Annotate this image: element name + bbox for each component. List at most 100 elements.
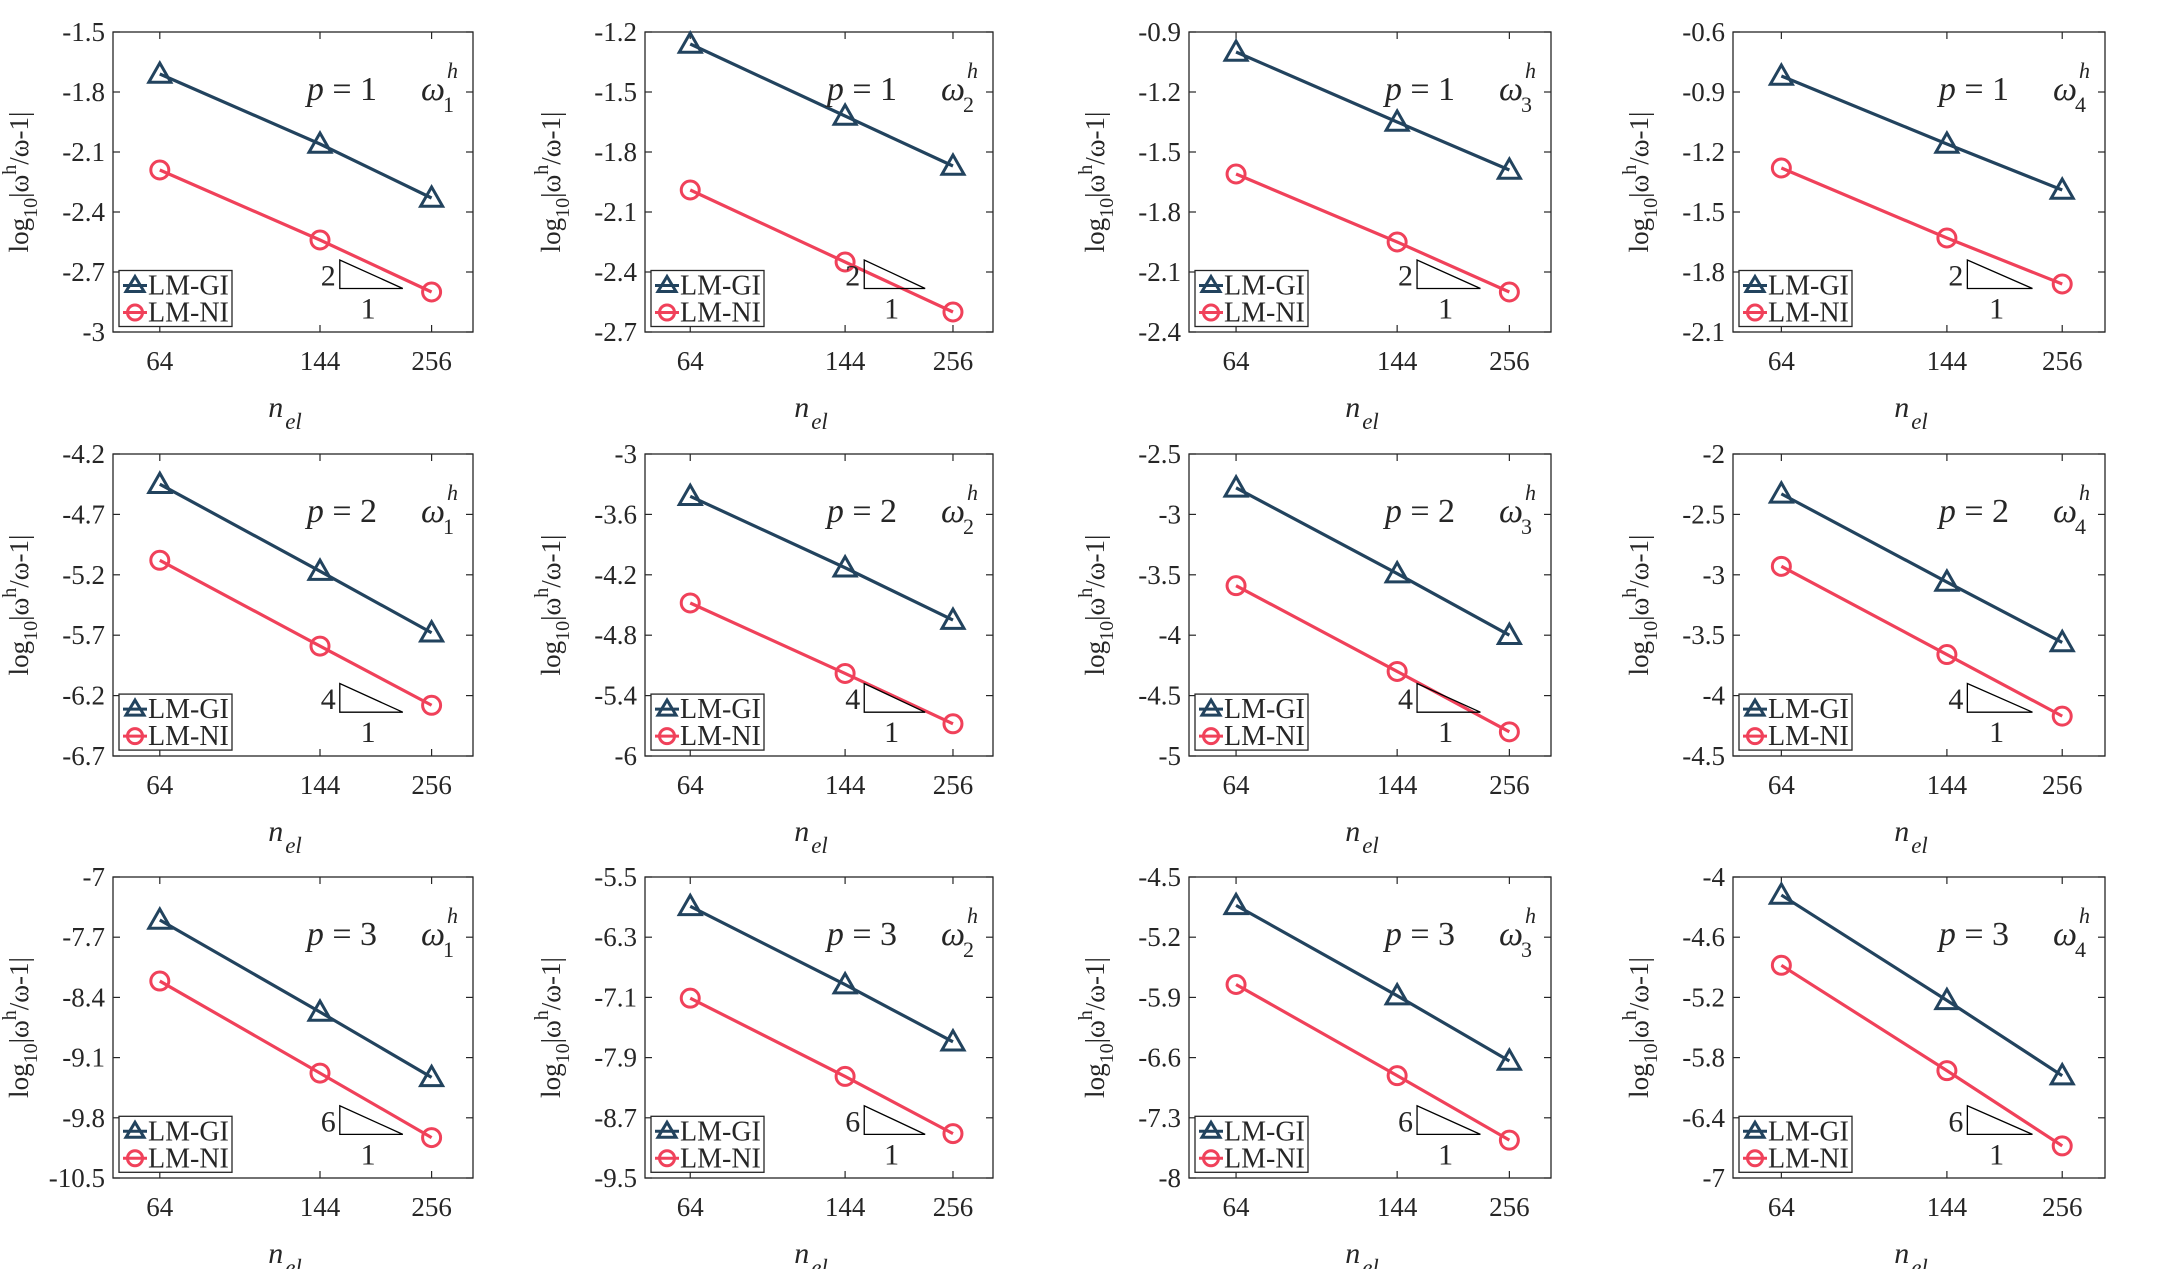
slope-rise-label: 6 [1398,1105,1413,1138]
omega-superscript: h [1525,58,1536,83]
triangle-marker-icon [418,618,446,643]
y-tick-label: -8.4 [62,982,105,1012]
axes-frame [1732,31,2106,333]
series-line-lm-ni [1780,564,2063,718]
chart-panel-p1-mode4: -0.6 -0.9 -1.2 -1.5 -1.8 -2.1 64 144 256 nel log10… [1619,17,2106,434]
x-tick-label: 256 [933,770,974,800]
circle-marker-icon [679,179,701,201]
x-tick-label: 64 [1768,346,1796,376]
x-axis-label-subscript: el [1911,1255,1928,1269]
y-label-sub: 10 [1640,198,1662,218]
y-label-sup: h [1619,588,1641,598]
slope-triangle-icon [863,1104,926,1136]
y-tick-label: -8 [1159,1163,1182,1193]
y-tick-label: -7 [1703,1163,1726,1193]
series-line-lm-gi [1235,486,1511,637]
legend-label-lm-ni: LM-NI [148,1143,229,1174]
circle-marker-icon [149,549,171,571]
slope-rise-label: 4 [1398,683,1413,716]
circle-marker-icon [149,159,171,181]
legend-circle-icon [126,303,144,322]
panel-annotation-eq: = 1 [324,71,377,108]
legend-circle-icon [1746,303,1764,322]
y-tick-label: -7.7 [62,922,105,952]
y-tick-label: -4.5 [1138,681,1181,711]
y-label-log: log [4,641,34,676]
omega-subscript: 2 [963,514,974,539]
legend-label-lm-gi: LM-GI [148,271,229,302]
x-tick-label: 144 [300,770,341,800]
series-line-lm-ni [159,558,433,707]
y-label-tail: /ω-1| [1080,535,1110,588]
panel-annotation-p: p = 1 [305,71,377,108]
circle-marker-icon [1225,163,1247,185]
circle-marker-icon [1225,974,1247,995]
y-tick-label: -7.3 [1138,1103,1181,1133]
triangle-marker-icon [2048,175,2076,200]
y-tick-label: -1.2 [1682,137,1725,167]
y-tick-label: -2.7 [62,257,105,287]
slope-rise-label: 2 [1398,260,1413,293]
legend-triangle-icon [1199,273,1223,293]
y-label-body: |ω [1080,598,1110,621]
triangle-marker-icon [1495,155,1523,180]
y-tick-label: -4.6 [1682,922,1725,952]
circle-marker-icon [942,713,964,735]
series-line-lm-ni [1780,166,2063,286]
x-tick-label: 144 [825,770,866,800]
omega-superscript: h [2079,58,2090,83]
triangle-marker-icon [2048,1061,2076,1086]
y-tick-label: -2.1 [1682,317,1725,347]
chart-panel-p2-mode4: -2-2.5-3-3.5-4-4.564 144 256nellog10|ωh/ω-… [1619,439,2106,858]
y-label-log: log [536,218,566,253]
x-axis-label: nel [268,815,302,858]
legend-triangle-icon [123,273,147,293]
y-tick-label: -8.7 [594,1103,637,1133]
y-tick-label: -2.1 [594,197,637,227]
circle-marker-icon [1770,157,1792,179]
y-label-sub: 10 [1640,621,1662,641]
x-tick-label: 144 [1927,346,1968,376]
slope-rise-label: 4 [845,683,860,716]
series-line-lm-gi [1780,74,2063,192]
y-tick-label: -1.8 [594,137,637,167]
circle-marker-icon [834,251,856,273]
axes-frame [1732,453,2106,757]
y-tick-label: -3.5 [1138,560,1181,590]
x-tick-label: 144 [1377,770,1418,800]
y-tick-label: -5.4 [594,681,637,711]
y-label-tail: /ω-1| [4,957,34,1010]
x-axis-label-subscript: el [285,1255,302,1269]
legend-label-lm-ni: LM-NI [1768,298,1849,329]
series-line-lm-gi [1780,893,2064,1077]
y-label-body: |ω [536,175,566,198]
y-label-sub: 10 [552,198,574,218]
slope-rise-label: 6 [845,1105,860,1138]
y-axis-label: log10|ωh/ω-1| [0,112,42,253]
y-tick-label: -2.5 [1138,439,1181,469]
x-axis-label-subscript: el [1362,833,1379,858]
triangle-marker-icon [831,970,859,995]
slope-run-label: 1 [361,716,376,749]
x-tick-label: 256 [933,1192,974,1222]
y-tick-label: -9.1 [62,1043,105,1073]
panel-annotation-eq: = 3 [324,916,377,953]
chart-panel-p3-mode2: -5.5 -6.3 -7.1 -7.9 -8.7 -9.5 64 144 256 nel log10… [531,862,994,1274]
omega-superscript: h [2079,903,2090,928]
legend-label-lm-ni: LM-NI [680,298,761,329]
legend-label-lm-ni: LM-NI [1224,298,1305,329]
y-axis-label: log10|ωh/ω-1| [531,112,574,253]
y-tick-label: -3 [1159,499,1182,529]
y-label-tail: /ω-1| [1080,112,1110,165]
circle-marker-icon [942,1123,964,1145]
legend-label-lm-gi: LM-GI [148,694,229,725]
circle-marker-icon [679,592,701,614]
legend-circle-icon [1202,1149,1220,1168]
slope-triangle-icon [1966,682,2033,713]
slope-rise-label: 4 [321,683,336,716]
x-tick-label: 64 [146,346,174,376]
omega-superscript: h [447,58,458,83]
axes-frame [1188,876,1552,1179]
